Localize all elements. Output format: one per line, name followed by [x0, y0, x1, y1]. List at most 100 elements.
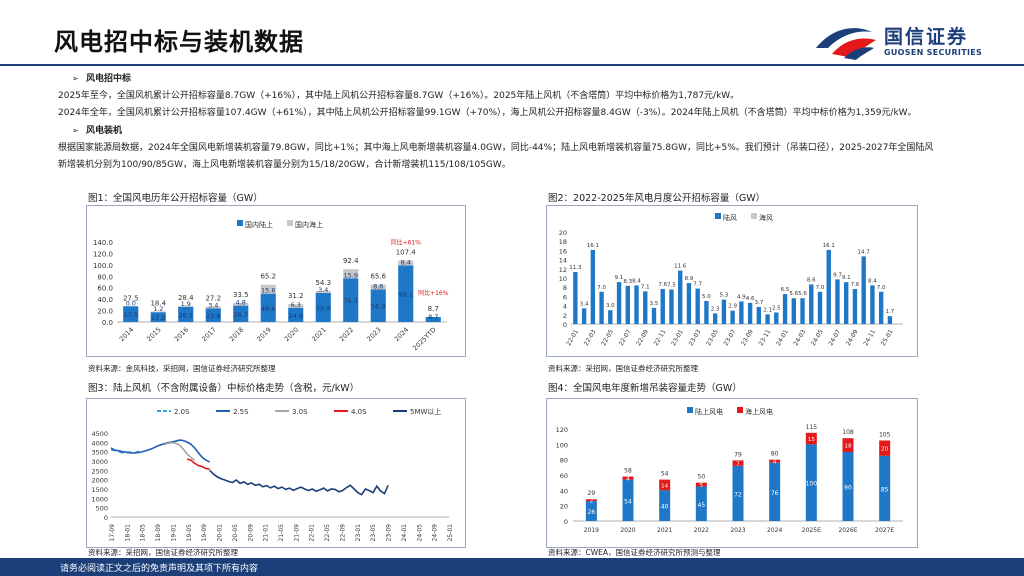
- x-tick-label: 17-09: [109, 524, 116, 542]
- y-tick-label: 0.0: [102, 319, 113, 327]
- footer-bar: 请务必阅读正文之后的免责声明及其项下所有内容: [0, 558, 1024, 576]
- series-line: [209, 469, 389, 496]
- x-tick-label: 22-11: [653, 328, 668, 347]
- x-tick-label: 2024: [393, 326, 410, 343]
- value-label: 7.0: [597, 285, 606, 291]
- value-label: 7.6: [658, 282, 667, 288]
- y-tick-label: 6: [563, 293, 567, 301]
- bar-segment: [585, 499, 597, 502]
- legend-swatch: [737, 407, 743, 413]
- value-label: 5.6: [789, 291, 798, 297]
- bar: [704, 301, 709, 324]
- total-label: 31.2: [288, 292, 304, 300]
- section-title: 风电招中标: [86, 74, 132, 84]
- bar-segment: [622, 476, 634, 480]
- legend-label: 4.0S: [351, 408, 367, 416]
- value-label: 14.7: [858, 249, 871, 255]
- y-tick-label: 80: [560, 457, 568, 465]
- bar: [747, 302, 753, 324]
- x-tick-label: 2022: [694, 527, 709, 534]
- bar-segment: [343, 269, 359, 279]
- value-label: 54: [624, 498, 632, 505]
- x-tick-label: 2027E: [875, 527, 894, 534]
- y-tick-label: 20.0: [97, 308, 113, 316]
- x-tick-label: 25-01: [447, 524, 454, 542]
- value-label: 9.7: [833, 272, 842, 278]
- value-label: 5.6: [798, 291, 807, 297]
- paragraph: 2024年全年，全国风机累计公开招标容量107.4GW（+61%），其中陆上风机…: [58, 108, 917, 118]
- yoy-annotation: 同比+16%: [418, 289, 449, 297]
- bar-segment: [315, 292, 331, 322]
- x-tick-label: 24-11: [862, 328, 877, 347]
- bar-segment: [205, 308, 221, 322]
- legend-swatch: [237, 220, 243, 226]
- total-label: 28.4: [178, 294, 194, 302]
- x-tick-label: 24-05: [810, 328, 825, 347]
- value-label: 7.0: [877, 285, 886, 291]
- value-label: 3.7: [754, 300, 763, 306]
- value-label: 3.0: [606, 303, 615, 309]
- bar-segment: [805, 432, 817, 445]
- x-tick-label: 19-01: [170, 524, 177, 542]
- y-tick-label: 4500: [91, 430, 108, 438]
- x-tick-label: 22-01: [309, 524, 316, 542]
- total-label: 115: [806, 424, 818, 431]
- legend-label: 3.0S: [292, 408, 308, 416]
- y-tick-label: 12: [559, 266, 567, 274]
- value-label: 72: [734, 491, 742, 498]
- value-label: 26.5: [179, 311, 193, 319]
- legend-swatch: [751, 213, 757, 219]
- x-tick-label: 2016: [173, 326, 190, 343]
- title-divider: [0, 64, 1024, 66]
- value-label: 23.8: [206, 312, 220, 320]
- value-label: 49.6: [261, 305, 275, 313]
- y-tick-label: 3000: [91, 458, 108, 466]
- bar: [835, 279, 840, 324]
- bar: [887, 316, 893, 324]
- bar: [643, 291, 648, 324]
- summary-text: ➢ 风电招中标 2025年至今，全国风机累计公开招标容量8.7GW（+16%），其…: [58, 70, 1012, 174]
- yoy-annotation: 同比+61%: [391, 239, 422, 247]
- bar: [826, 249, 831, 324]
- x-tick-label: 21-01: [263, 524, 270, 542]
- y-tick-label: 14: [559, 257, 567, 265]
- x-tick-label: 19-09: [201, 524, 208, 542]
- bar: [660, 289, 665, 324]
- value-label: 2.1: [763, 307, 772, 313]
- total-label: 27.2: [205, 294, 221, 302]
- bar: [625, 285, 630, 324]
- bar-segment: [425, 317, 441, 322]
- value-label: 27.5: [124, 311, 138, 319]
- value-label: 7.6: [851, 282, 860, 288]
- value-label: 14: [661, 483, 668, 489]
- value-label: 1.2: [153, 305, 163, 313]
- bar: [599, 291, 604, 324]
- bar: [774, 312, 779, 324]
- bar: [573, 272, 578, 324]
- y-tick-label: 2000: [91, 477, 108, 485]
- bar: [844, 282, 849, 324]
- fig1-box: 0.0 20.0 40.0 60.0 80.0 100.0 120.0 140.0 27.5 27…: [86, 205, 466, 357]
- bar: [651, 307, 657, 324]
- x-tick-label: 2019: [255, 326, 272, 343]
- fig4-source: 资料来源：CWEA，国信证券经济研究所预测与整理: [548, 548, 721, 557]
- logo-cn: 国信证券: [884, 26, 969, 48]
- bar: [800, 298, 805, 324]
- fig1-chart: 0.0 20.0 40.0 60.0 80.0 100.0 120.0 140.0 27.5 27…: [93, 220, 449, 352]
- value-label: 3.4: [580, 301, 589, 307]
- x-tick-label: 23-11: [758, 328, 773, 347]
- bar: [678, 270, 683, 324]
- bar-segment: [288, 307, 304, 322]
- value-label: 15.6: [261, 287, 275, 295]
- value-label: 8.4: [401, 258, 411, 266]
- fig2-source: 资料来源：采招网，国信证券经济研究所整理: [548, 364, 698, 373]
- y-tick-label: 0: [104, 514, 108, 522]
- bar-segment: [370, 284, 386, 290]
- total-label: 8.7: [428, 305, 439, 313]
- value-label: 1.9: [181, 300, 191, 308]
- x-tick-label: 23-09: [386, 524, 393, 542]
- value-label: 18: [845, 444, 852, 450]
- total-label: 27.5: [123, 294, 139, 302]
- legend-label: 陆风: [723, 213, 737, 222]
- value-label: 8.4: [868, 278, 877, 284]
